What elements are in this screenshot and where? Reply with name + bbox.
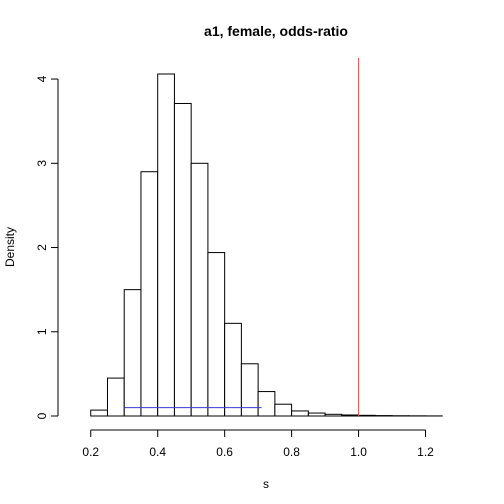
histogram-bar-17 xyxy=(358,414,376,417)
histogram-bars xyxy=(90,73,443,417)
histogram-bar-5 xyxy=(157,73,175,417)
y-axis-label: Density xyxy=(3,227,17,267)
x-tick-label-2: 0.6 xyxy=(216,445,233,459)
y-tick-label-3: 3 xyxy=(35,160,49,167)
histogram-bar-2 xyxy=(106,377,125,417)
chart-title: a1, female, odds-ratio xyxy=(204,23,348,39)
x-axis: 0.2 0.4 0.6 0.8 1.0 1.2 xyxy=(82,429,434,459)
histogram-bar-13 xyxy=(291,410,309,417)
y-tick-label-1: 1 xyxy=(35,328,49,335)
y-tick-label-2: 2 xyxy=(35,244,49,251)
histogram-bar-6 xyxy=(173,102,192,417)
histogram-bar-16 xyxy=(341,414,360,417)
y-axis: 0 1 2 3 4 xyxy=(35,75,59,419)
x-tick-label-5: 1.2 xyxy=(417,445,434,459)
histogram-bar-1 xyxy=(90,409,108,417)
chart-overlays xyxy=(124,58,360,416)
y-tick-label-4: 4 xyxy=(35,75,49,82)
x-tick-label-1: 0.4 xyxy=(149,445,166,459)
x-axis-label: s xyxy=(263,477,269,491)
x-tick-label-0: 0.2 xyxy=(82,445,99,459)
y-tick-label-0: 0 xyxy=(35,412,49,419)
x-tick-label-4: 1.0 xyxy=(350,445,367,459)
histogram-bar-3 xyxy=(123,289,142,417)
histogram-bar-4 xyxy=(140,171,159,417)
histogram-bar-9 xyxy=(224,322,242,417)
histogram-bar-8 xyxy=(207,252,226,417)
histogram-bar-7 xyxy=(190,162,209,417)
histogram-bar-14 xyxy=(307,412,326,417)
histogram-bar-10 xyxy=(240,363,259,417)
histogram-bar-15 xyxy=(324,413,343,417)
histogram-bar-11 xyxy=(257,391,276,417)
histogram-bar-12 xyxy=(274,403,293,417)
x-tick-label-3: 0.8 xyxy=(283,445,300,459)
